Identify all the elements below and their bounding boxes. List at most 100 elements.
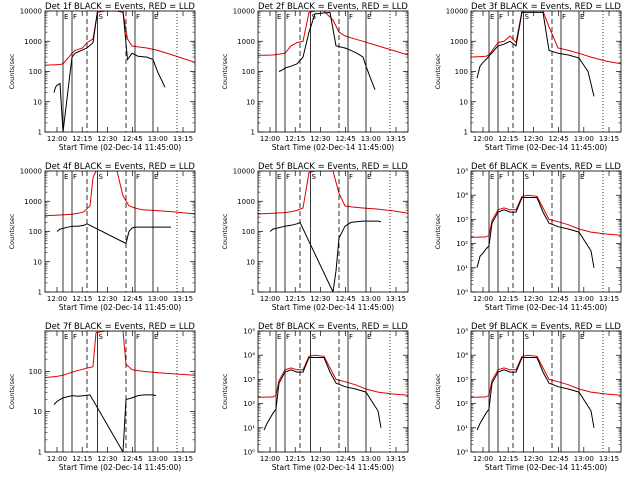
y-tick-label: 100 xyxy=(29,68,42,76)
chart-title: Det 4f BLACK = Events, RED = LLD xyxy=(45,162,195,172)
chart-panel-det-4: Det 4f BLACK = Events, RED = LLD 1 10 100 10… xyxy=(8,162,196,312)
interval-marker-label: S xyxy=(99,13,104,21)
x-tick-label: 12:30 xyxy=(523,295,543,303)
y-axis-label: Counts/sec xyxy=(434,213,442,249)
y-tick-label: 1 xyxy=(464,129,468,137)
x-tick-label: 12:45 xyxy=(336,455,356,463)
black-events-series-line xyxy=(476,11,595,97)
y-tick-label: 10⁵ xyxy=(456,328,468,336)
interval-marker-label: F xyxy=(562,333,566,341)
x-tick-label: 12:00 xyxy=(260,135,280,143)
chart-title: Det 9f BLACK = Events, RED = LLD xyxy=(471,322,621,332)
interval-marker-label: E xyxy=(580,13,584,21)
x-tick-label: 13:15 xyxy=(173,295,193,303)
x-tick-label: 12:45 xyxy=(123,135,143,143)
interval-marker-label: E xyxy=(277,173,281,181)
x-tick-label: 12:30 xyxy=(523,135,543,143)
x-tick-label: 13:15 xyxy=(173,455,193,463)
x-tick-label: 13:15 xyxy=(599,455,619,463)
y-tick-label: 10⁴ xyxy=(456,352,468,360)
x-tick-label: 12:00 xyxy=(47,135,67,143)
x-tick-label: 13:15 xyxy=(386,455,406,463)
x-tick-label: 12:45 xyxy=(123,455,143,463)
interval-marker-label: E xyxy=(367,333,371,341)
plot-frame xyxy=(257,170,409,293)
x-tick-label: 12:30 xyxy=(310,295,330,303)
interval-marker-label: F xyxy=(286,13,290,21)
black-events-series-line xyxy=(53,394,157,452)
interval-marker-label: E xyxy=(490,333,494,341)
y-tick-label: 1 xyxy=(38,129,42,137)
x-tick-label: 12:45 xyxy=(123,295,143,303)
y-tick-label: 10000 xyxy=(233,8,255,16)
red-lld-series-line xyxy=(258,354,408,398)
y-tick-label: 100 xyxy=(242,68,255,76)
y-tick-label: 10 xyxy=(33,408,42,416)
x-tick-label: 13:00 xyxy=(148,135,168,143)
x-tick-label: 13:15 xyxy=(386,295,406,303)
interval-marker-label: E xyxy=(154,13,158,21)
x-tick-label: 13:15 xyxy=(599,135,619,143)
y-tick-label: 1000 xyxy=(24,198,42,206)
interval-marker-label: F xyxy=(562,173,566,181)
plot-frame xyxy=(44,170,196,293)
chart-title: Det 2f BLACK = Events, RED = LLD xyxy=(258,2,408,12)
plot-frame xyxy=(44,10,196,133)
x-tick-label: 12:15 xyxy=(285,295,305,303)
plot-frame xyxy=(44,330,196,453)
x-tick-label: 12:15 xyxy=(72,135,92,143)
x-tick-label: 12:00 xyxy=(47,455,67,463)
x-tick-label: 12:30 xyxy=(97,295,117,303)
red-lld-series-line xyxy=(471,11,621,65)
interval-marker-label: F xyxy=(562,13,566,21)
x-axis-label: Start Time (02-Dec-14 11:45:00) xyxy=(272,143,394,152)
x-tick-label: 12:30 xyxy=(310,135,330,143)
chart-title: Det 5f BLACK = Events, RED = LLD xyxy=(258,162,408,172)
interval-marker-label: E xyxy=(64,333,68,341)
black-events-series-line xyxy=(476,357,595,431)
interval-marker-label: S xyxy=(99,173,104,181)
x-axis-label: Start Time (02-Dec-14 11:45:00) xyxy=(272,303,394,312)
y-tick-label: 1000 xyxy=(450,38,468,46)
y-tick-label: 100 xyxy=(242,228,255,236)
x-axis-label: Start Time (02-Dec-14 11:45:00) xyxy=(272,463,394,472)
y-tick-label: 1 xyxy=(38,289,42,297)
y-tick-label: 10³ xyxy=(456,216,468,224)
interval-marker-label: E xyxy=(154,333,158,341)
y-tick-label: 100 xyxy=(29,368,42,376)
x-tick-label: 12:00 xyxy=(47,295,67,303)
y-tick-label: 10 xyxy=(246,98,255,106)
x-tick-label: 13:00 xyxy=(574,455,594,463)
x-axis-label: Start Time (02-Dec-14 11:45:00) xyxy=(485,143,607,152)
y-tick-label: 10000 xyxy=(20,168,42,176)
y-tick-label: 1000 xyxy=(24,38,42,46)
y-tick-label: 10² xyxy=(456,400,468,408)
x-tick-label: 12:00 xyxy=(473,135,493,143)
y-axis-label: Counts/sec xyxy=(221,53,229,89)
y-tick-label: 10⁵ xyxy=(243,328,255,336)
x-tick-label: 13:15 xyxy=(599,295,619,303)
interval-marker-label: E xyxy=(64,13,68,21)
x-tick-label: 12:00 xyxy=(473,295,493,303)
y-tick-label: 10 xyxy=(459,98,468,106)
chart-panel-det-2: Det 2f BLACK = Events, RED = LLD 1 10 100 10… xyxy=(221,2,408,152)
plot-frame xyxy=(470,330,622,453)
x-tick-label: 13:00 xyxy=(574,295,594,303)
x-tick-label: 12:30 xyxy=(523,455,543,463)
chart-title: Det 7f BLACK = Events, RED = LLD xyxy=(45,322,195,332)
plot-frame xyxy=(257,330,409,453)
x-tick-label: 12:15 xyxy=(72,455,92,463)
interval-marker-label: F xyxy=(136,13,140,21)
y-tick-label: 1 xyxy=(251,129,255,137)
interval-marker-label: E xyxy=(580,173,584,181)
red-lld-series-line xyxy=(258,11,408,56)
x-tick-label: 13:15 xyxy=(386,135,406,143)
interval-marker-label: F xyxy=(349,173,353,181)
x-tick-label: 12:15 xyxy=(72,295,92,303)
red-lld-series-line xyxy=(45,171,195,217)
interval-marker-label: F xyxy=(73,173,77,181)
y-tick-label: 10⁰ xyxy=(456,449,468,457)
interval-marker-label: S xyxy=(312,333,317,341)
chart-panel-det-3: Det 3f BLACK = Events, RED = LLD 1 10 100 10… xyxy=(434,2,621,152)
x-tick-label: 12:15 xyxy=(498,295,518,303)
